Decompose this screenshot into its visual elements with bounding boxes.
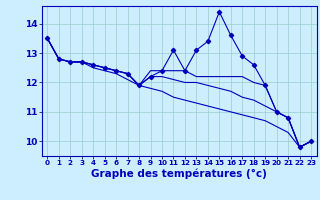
- X-axis label: Graphe des températures (°c): Graphe des températures (°c): [91, 169, 267, 179]
